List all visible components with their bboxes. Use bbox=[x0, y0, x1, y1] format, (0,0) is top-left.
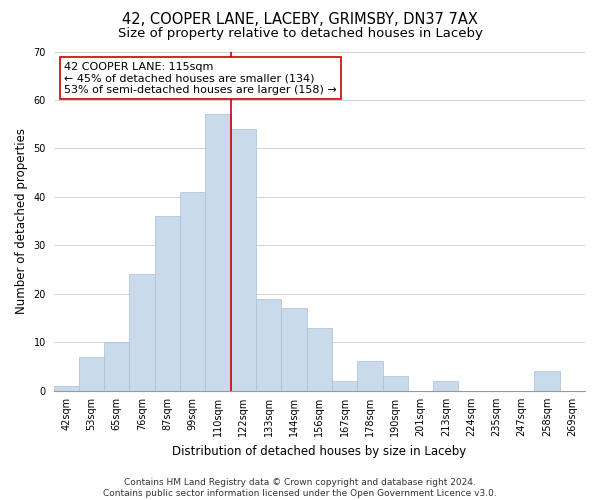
Bar bbox=[256, 298, 281, 390]
Bar bbox=[79, 356, 104, 390]
Bar bbox=[155, 216, 180, 390]
Text: 42 COOPER LANE: 115sqm
← 45% of detached houses are smaller (134)
53% of semi-de: 42 COOPER LANE: 115sqm ← 45% of detached… bbox=[64, 62, 337, 95]
Bar bbox=[104, 342, 130, 390]
Bar bbox=[433, 381, 458, 390]
Bar bbox=[180, 192, 205, 390]
Bar bbox=[307, 328, 332, 390]
Text: Size of property relative to detached houses in Laceby: Size of property relative to detached ho… bbox=[118, 28, 482, 40]
X-axis label: Distribution of detached houses by size in Laceby: Distribution of detached houses by size … bbox=[172, 444, 466, 458]
Bar bbox=[535, 371, 560, 390]
Bar bbox=[231, 129, 256, 390]
Text: 42, COOPER LANE, LACEBY, GRIMSBY, DN37 7AX: 42, COOPER LANE, LACEBY, GRIMSBY, DN37 7… bbox=[122, 12, 478, 28]
Bar bbox=[53, 386, 79, 390]
Bar bbox=[130, 274, 155, 390]
Bar bbox=[281, 308, 307, 390]
Bar bbox=[332, 381, 357, 390]
Bar bbox=[383, 376, 408, 390]
Y-axis label: Number of detached properties: Number of detached properties bbox=[15, 128, 28, 314]
Bar bbox=[205, 114, 231, 390]
Bar bbox=[357, 362, 383, 390]
Text: Contains HM Land Registry data © Crown copyright and database right 2024.
Contai: Contains HM Land Registry data © Crown c… bbox=[103, 478, 497, 498]
